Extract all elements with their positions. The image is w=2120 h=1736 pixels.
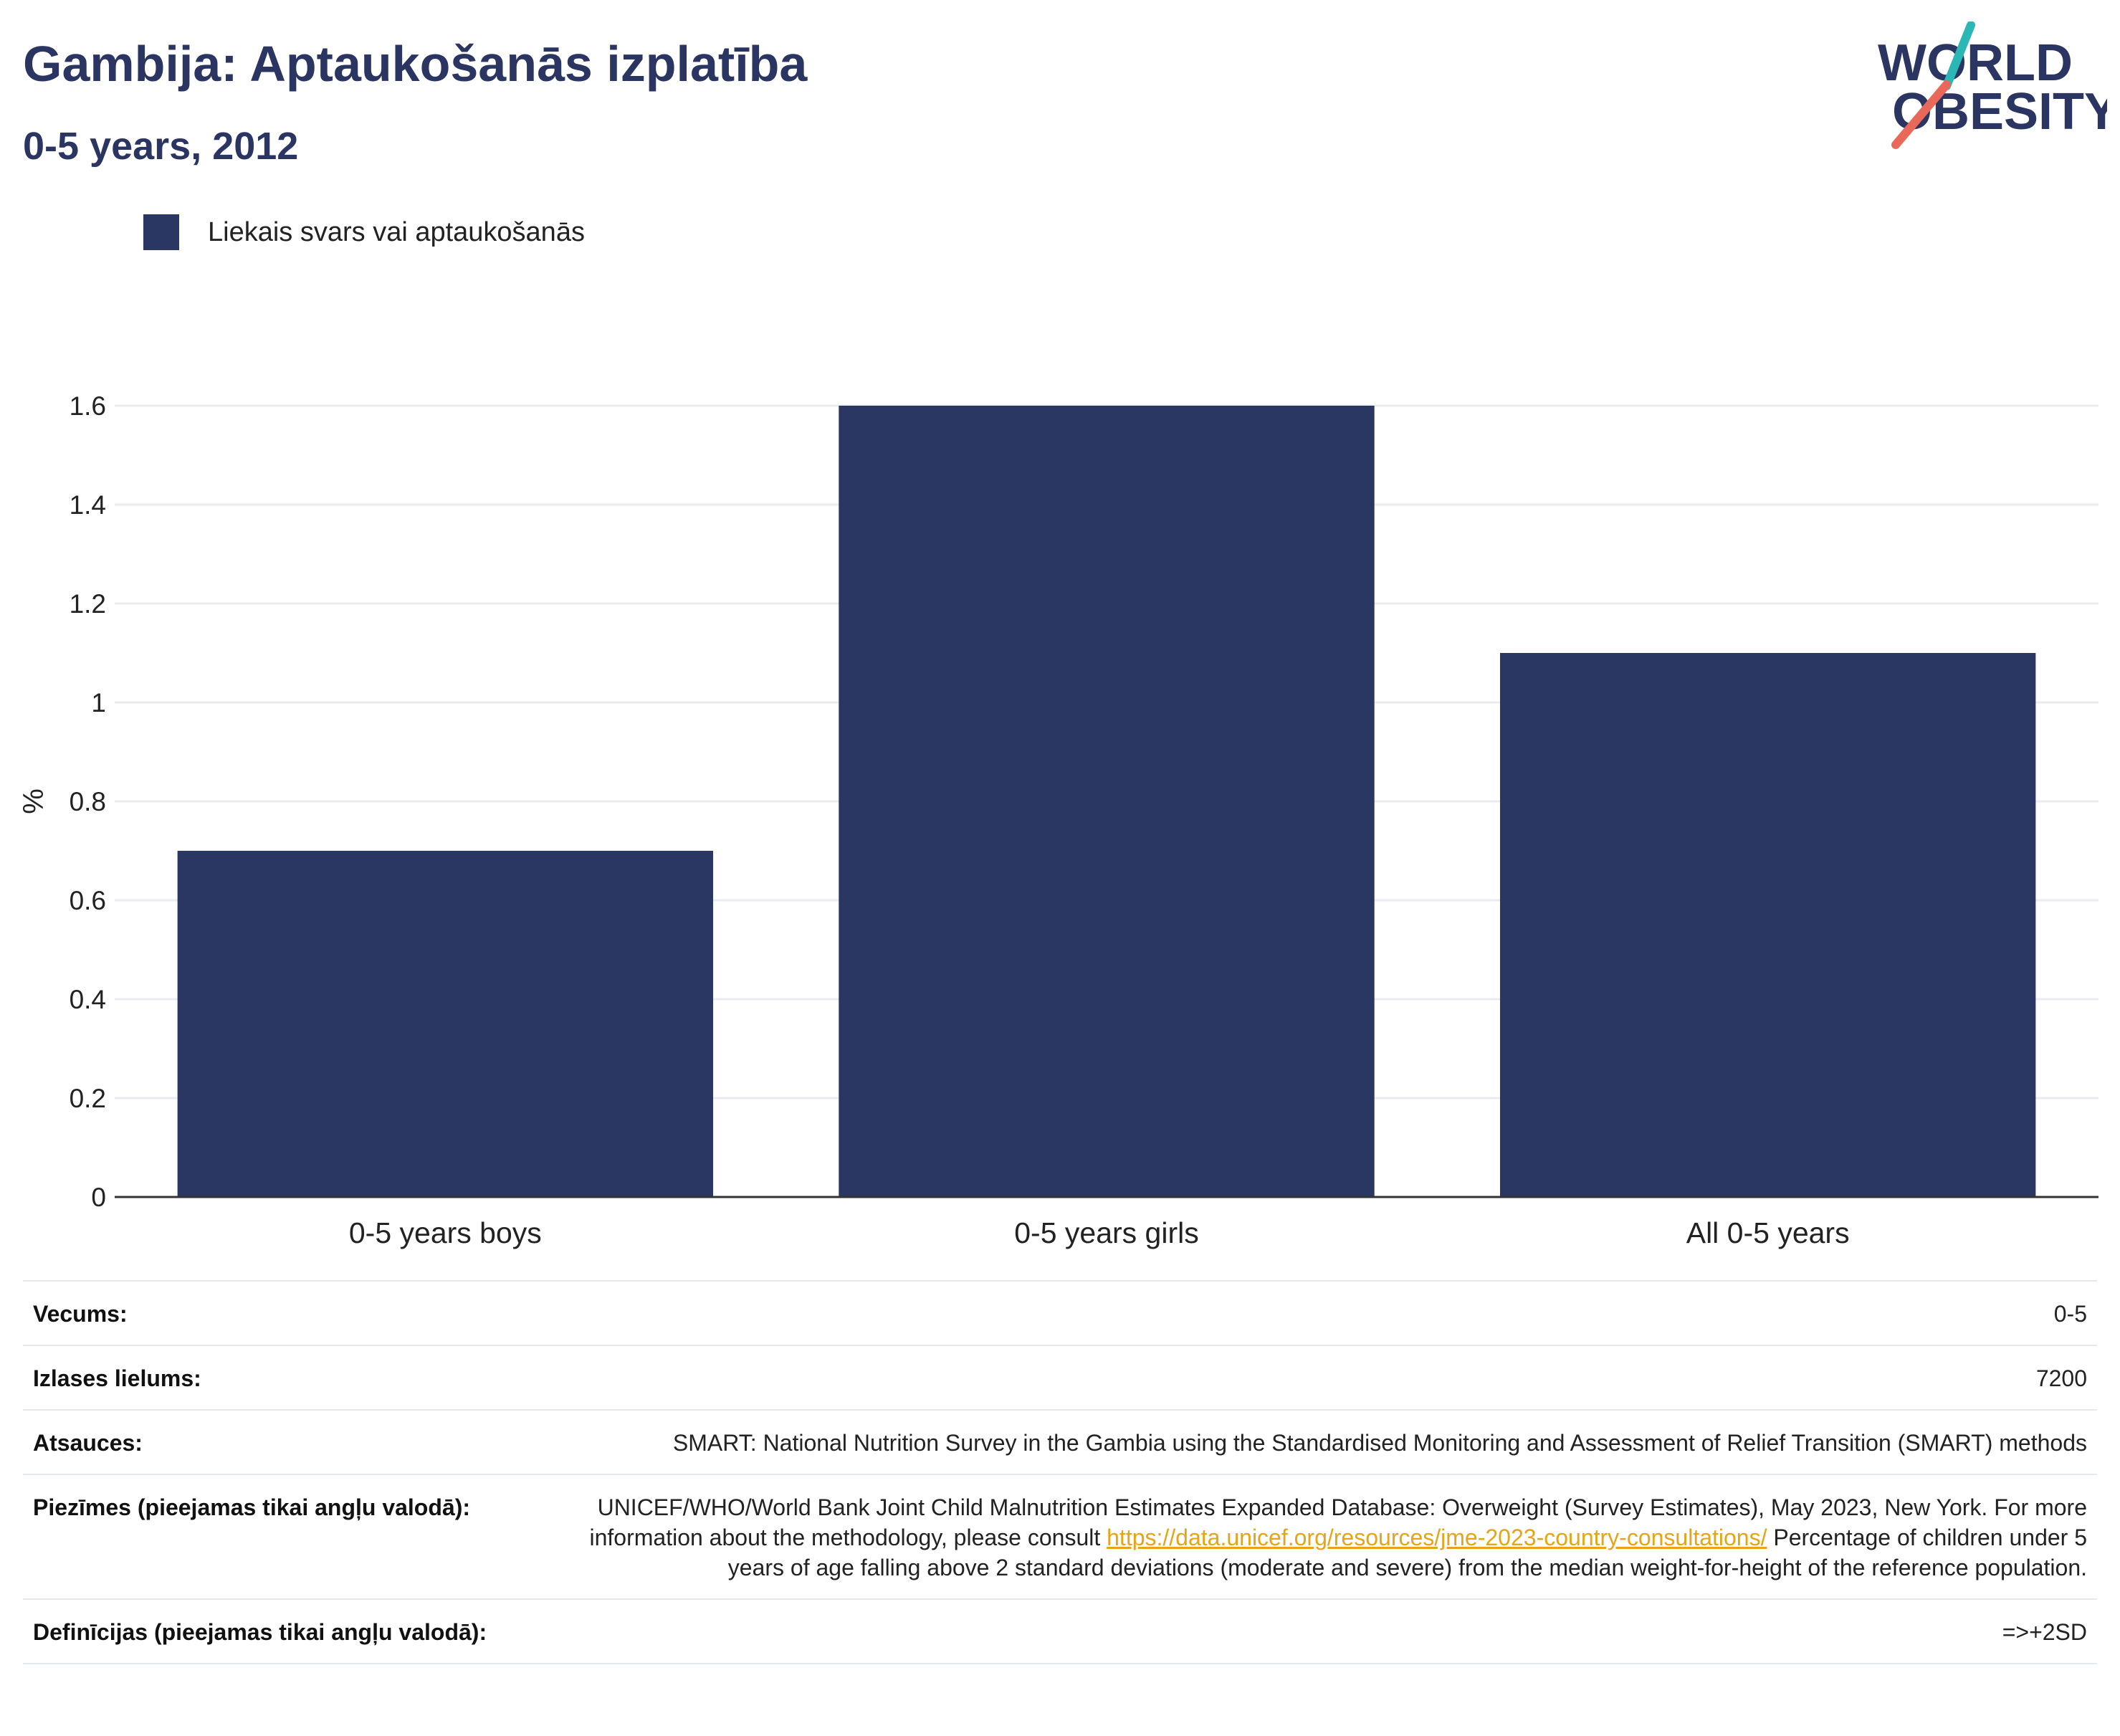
y-tick-label: 0.8 bbox=[70, 787, 106, 816]
legend-label: Liekais svars vai aptaukošanās bbox=[208, 216, 585, 247]
info-value-notes: UNICEF/WHO/World Bank Joint Child Malnut… bbox=[575, 1492, 2087, 1583]
legend[interactable]: Liekais svars vai aptaukošanās bbox=[143, 212, 585, 252]
info-label: Piezīmes (pieejamas tikai angļu valodā): bbox=[33, 1494, 470, 1520]
info-label: Vecums: bbox=[33, 1301, 128, 1327]
y-tick-label: 1.6 bbox=[70, 391, 106, 421]
bar-chart: 00.20.40.60.811.21.41.6 0-5 years boys 0-… bbox=[18, 391, 2098, 1249]
info-value: SMART: National Nutrition Survey in the … bbox=[672, 1430, 2087, 1456]
bars bbox=[177, 406, 2036, 1197]
y-tick-label: 1.4 bbox=[70, 490, 106, 520]
world-obesity-logo[interactable]: WORLD OBESITY bbox=[1863, 21, 2119, 151]
chart-title: Gambija: Aptaukošanās izplatība bbox=[23, 36, 808, 92]
bar[interactable] bbox=[839, 406, 1375, 1197]
info-value: =>+2SD bbox=[2002, 1619, 2087, 1645]
legend-swatch bbox=[143, 214, 179, 250]
y-tick-label: 1 bbox=[91, 688, 106, 717]
logo-line2: OBESITY bbox=[1892, 83, 2107, 140]
notes-text-after: Percentage of children under 5 years of … bbox=[727, 1525, 2087, 1580]
y-tick-labels: 0 0.2 0.4 0.6 0.8 1 1.2 1.4 1.6 bbox=[70, 391, 106, 1212]
notes-link[interactable]: https://data.unicef.org/resources/jme-20… bbox=[1107, 1525, 1767, 1550]
chart-subtitle: 0-5 years, 2012 bbox=[23, 125, 299, 168]
info-row-sample-size: Izlases lielums: 7200 bbox=[23, 1345, 2097, 1409]
info-row-definitions: Definīcijas (pieejamas tikai angļu valod… bbox=[23, 1598, 2097, 1664]
info-label: Definīcijas (pieejamas tikai angļu valod… bbox=[33, 1619, 487, 1645]
x-tick-label: 0-5 years boys bbox=[349, 1216, 542, 1249]
y-tick-label: 0.6 bbox=[70, 886, 106, 915]
notes-text-before: UNICEF/WHO/World Bank Joint Child Malnut… bbox=[589, 1494, 2087, 1550]
info-row-notes: Piezīmes (pieejamas tikai angļu valodā):… bbox=[23, 1474, 2097, 1598]
info-label: Atsauces: bbox=[33, 1430, 143, 1456]
x-tick-label: All 0-5 years bbox=[1686, 1216, 1850, 1249]
logo-line1: WORLD bbox=[1878, 34, 2073, 92]
info-label: Izlases lielums: bbox=[33, 1365, 201, 1391]
y-tick-label: 0.4 bbox=[70, 985, 106, 1014]
bar[interactable] bbox=[1499, 653, 2036, 1197]
logo-slash-coral bbox=[1891, 80, 1951, 149]
info-value: 0-5 bbox=[2053, 1301, 2087, 1327]
info-row-references: Atsauces: SMART: National Nutrition Surv… bbox=[23, 1409, 2097, 1474]
info-row-age: Vecums: 0-5 bbox=[23, 1280, 2097, 1345]
y-axis-label: % bbox=[18, 788, 49, 814]
y-tick-label: 0.2 bbox=[70, 1084, 106, 1113]
y-tick-label: 1.2 bbox=[70, 589, 106, 619]
y-tick-label: 0 bbox=[91, 1183, 106, 1212]
info-table: Vecums: 0-5 Izlases lielums: 7200 Atsauc… bbox=[23, 1280, 2097, 1664]
x-tick-label: 0-5 years girls bbox=[1014, 1216, 1198, 1249]
bar[interactable] bbox=[177, 851, 714, 1197]
x-tick-labels: 0-5 years boys 0-5 years girls All 0-5 yea… bbox=[349, 1216, 1850, 1249]
info-value: 7200 bbox=[2035, 1365, 2087, 1391]
logo-slash-teal bbox=[1942, 21, 1975, 90]
